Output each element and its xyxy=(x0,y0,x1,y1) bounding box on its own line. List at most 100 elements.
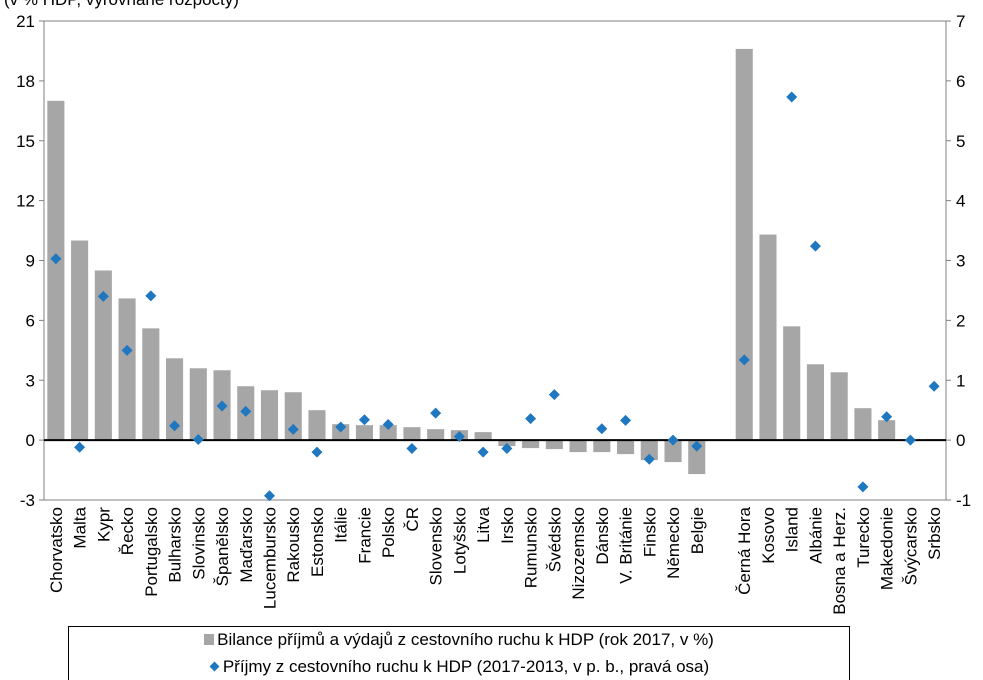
category-label: Rakousko xyxy=(284,507,303,583)
marker-point xyxy=(192,434,204,446)
bar xyxy=(854,408,872,441)
marker-point xyxy=(216,400,228,412)
marker-point xyxy=(74,441,86,453)
right-tick-label: 0 xyxy=(956,431,965,450)
bar xyxy=(522,440,540,449)
left-tick-label: 0 xyxy=(26,431,35,450)
left-tick-label: 3 xyxy=(26,371,35,390)
right-tick-label: 7 xyxy=(956,12,965,31)
bar xyxy=(830,372,848,441)
marker-point xyxy=(881,411,893,423)
category-label: Itálie xyxy=(332,507,351,543)
marker-point xyxy=(643,453,655,465)
right-tick-label: 2 xyxy=(956,311,965,330)
marker-point xyxy=(501,443,513,455)
category-label: Rumunsko xyxy=(522,507,541,588)
category-label: Lotyšsko xyxy=(450,507,469,574)
category-label: Německo xyxy=(664,507,683,579)
category-label: Švédsko xyxy=(545,507,564,572)
bar xyxy=(688,440,706,475)
category-label: Island xyxy=(783,507,802,552)
marker-point xyxy=(382,419,394,431)
category-label: Slovinsko xyxy=(189,507,208,580)
left-tick-label: 12 xyxy=(16,192,35,211)
marker-point xyxy=(928,380,940,392)
marker-point xyxy=(904,434,916,446)
category-label: Albánie xyxy=(806,507,825,564)
marker-point xyxy=(667,434,679,446)
category-label: Finsko xyxy=(640,507,659,557)
category-label: Srbsko xyxy=(925,507,944,560)
category-label: Bosna a Herz. xyxy=(830,507,849,615)
bar xyxy=(142,328,160,441)
chart-subtitle: (v % HDP, vyrovnané rozpočty) xyxy=(4,0,239,10)
category-label: Dánsko xyxy=(593,507,612,565)
marker-point xyxy=(525,413,537,425)
bar xyxy=(783,326,801,441)
category-label: Belgie xyxy=(688,507,707,554)
bar xyxy=(47,100,65,441)
category-label: Švýcarsko xyxy=(901,507,920,585)
category-label: Makedonie xyxy=(878,507,897,590)
chart-legend: Bilance příjmů a výdajů z cestovního ruc… xyxy=(68,626,850,680)
category-label: Francie xyxy=(355,507,374,564)
marker-point xyxy=(50,253,62,265)
category-label: Bulharsko xyxy=(166,507,185,583)
marker-point xyxy=(169,420,181,432)
bar xyxy=(759,234,777,441)
marker-point xyxy=(548,389,560,401)
marker-point xyxy=(430,407,442,419)
marker-point xyxy=(809,240,821,252)
legend-item-bars: Bilance příjmů a výdajů z cestovního ruc… xyxy=(69,630,849,650)
category-label: Maďarsko xyxy=(237,507,256,583)
marker-point xyxy=(691,440,703,452)
legend-marker-swatch xyxy=(209,661,220,672)
marker-point xyxy=(264,490,275,502)
bar xyxy=(664,440,682,463)
legend-marker-label: Příjmy z cestovního ruchu k HDP (2017-20… xyxy=(222,657,710,676)
category-label: Chorvatsko xyxy=(47,507,66,593)
marker-point xyxy=(453,431,465,443)
marker-point xyxy=(786,91,798,103)
bar xyxy=(355,425,373,441)
marker-point xyxy=(406,443,418,455)
left-tick-label: 15 xyxy=(16,132,35,151)
bar xyxy=(427,429,445,441)
right-tick-label: 3 xyxy=(956,252,965,271)
bar xyxy=(379,425,397,441)
bar xyxy=(569,440,587,453)
bar xyxy=(403,427,421,441)
category-label: Polsko xyxy=(379,507,398,558)
bar xyxy=(94,270,112,441)
category-label: Malta xyxy=(71,506,90,548)
category-label: Kosovo xyxy=(759,507,778,564)
marker-point xyxy=(596,423,608,435)
right-tick-label: 6 xyxy=(956,72,965,91)
bar xyxy=(593,440,611,453)
category-label: Španělsko xyxy=(213,507,232,586)
category-label: Irsko xyxy=(498,507,517,544)
category-label: Kypr xyxy=(94,507,113,542)
right-tick-label: 5 xyxy=(956,132,965,151)
category-label: ČR xyxy=(403,507,422,532)
category-label: Černá Hora xyxy=(735,506,754,594)
left-tick-label: 9 xyxy=(26,252,35,271)
bar xyxy=(617,440,635,455)
marker-point xyxy=(287,423,299,435)
bar xyxy=(545,440,563,450)
bar xyxy=(166,358,184,441)
legend-bar-swatch xyxy=(204,634,215,645)
right-tick-label: -1 xyxy=(956,491,971,510)
marker-point xyxy=(121,344,133,356)
category-label: Estonsko xyxy=(308,507,327,577)
category-label: Lucembursko xyxy=(261,507,280,609)
bar xyxy=(640,440,658,461)
left-tick-label: 6 xyxy=(26,311,35,330)
marker-point xyxy=(477,446,489,458)
marker-point xyxy=(620,414,632,426)
category-label: Portugalsko xyxy=(142,507,161,597)
bar xyxy=(308,410,326,441)
legend-item-markers: Příjmy z cestovního ruchu k HDP (2017-20… xyxy=(69,657,849,677)
bar xyxy=(806,364,824,441)
category-label: V. Británie xyxy=(617,507,636,584)
